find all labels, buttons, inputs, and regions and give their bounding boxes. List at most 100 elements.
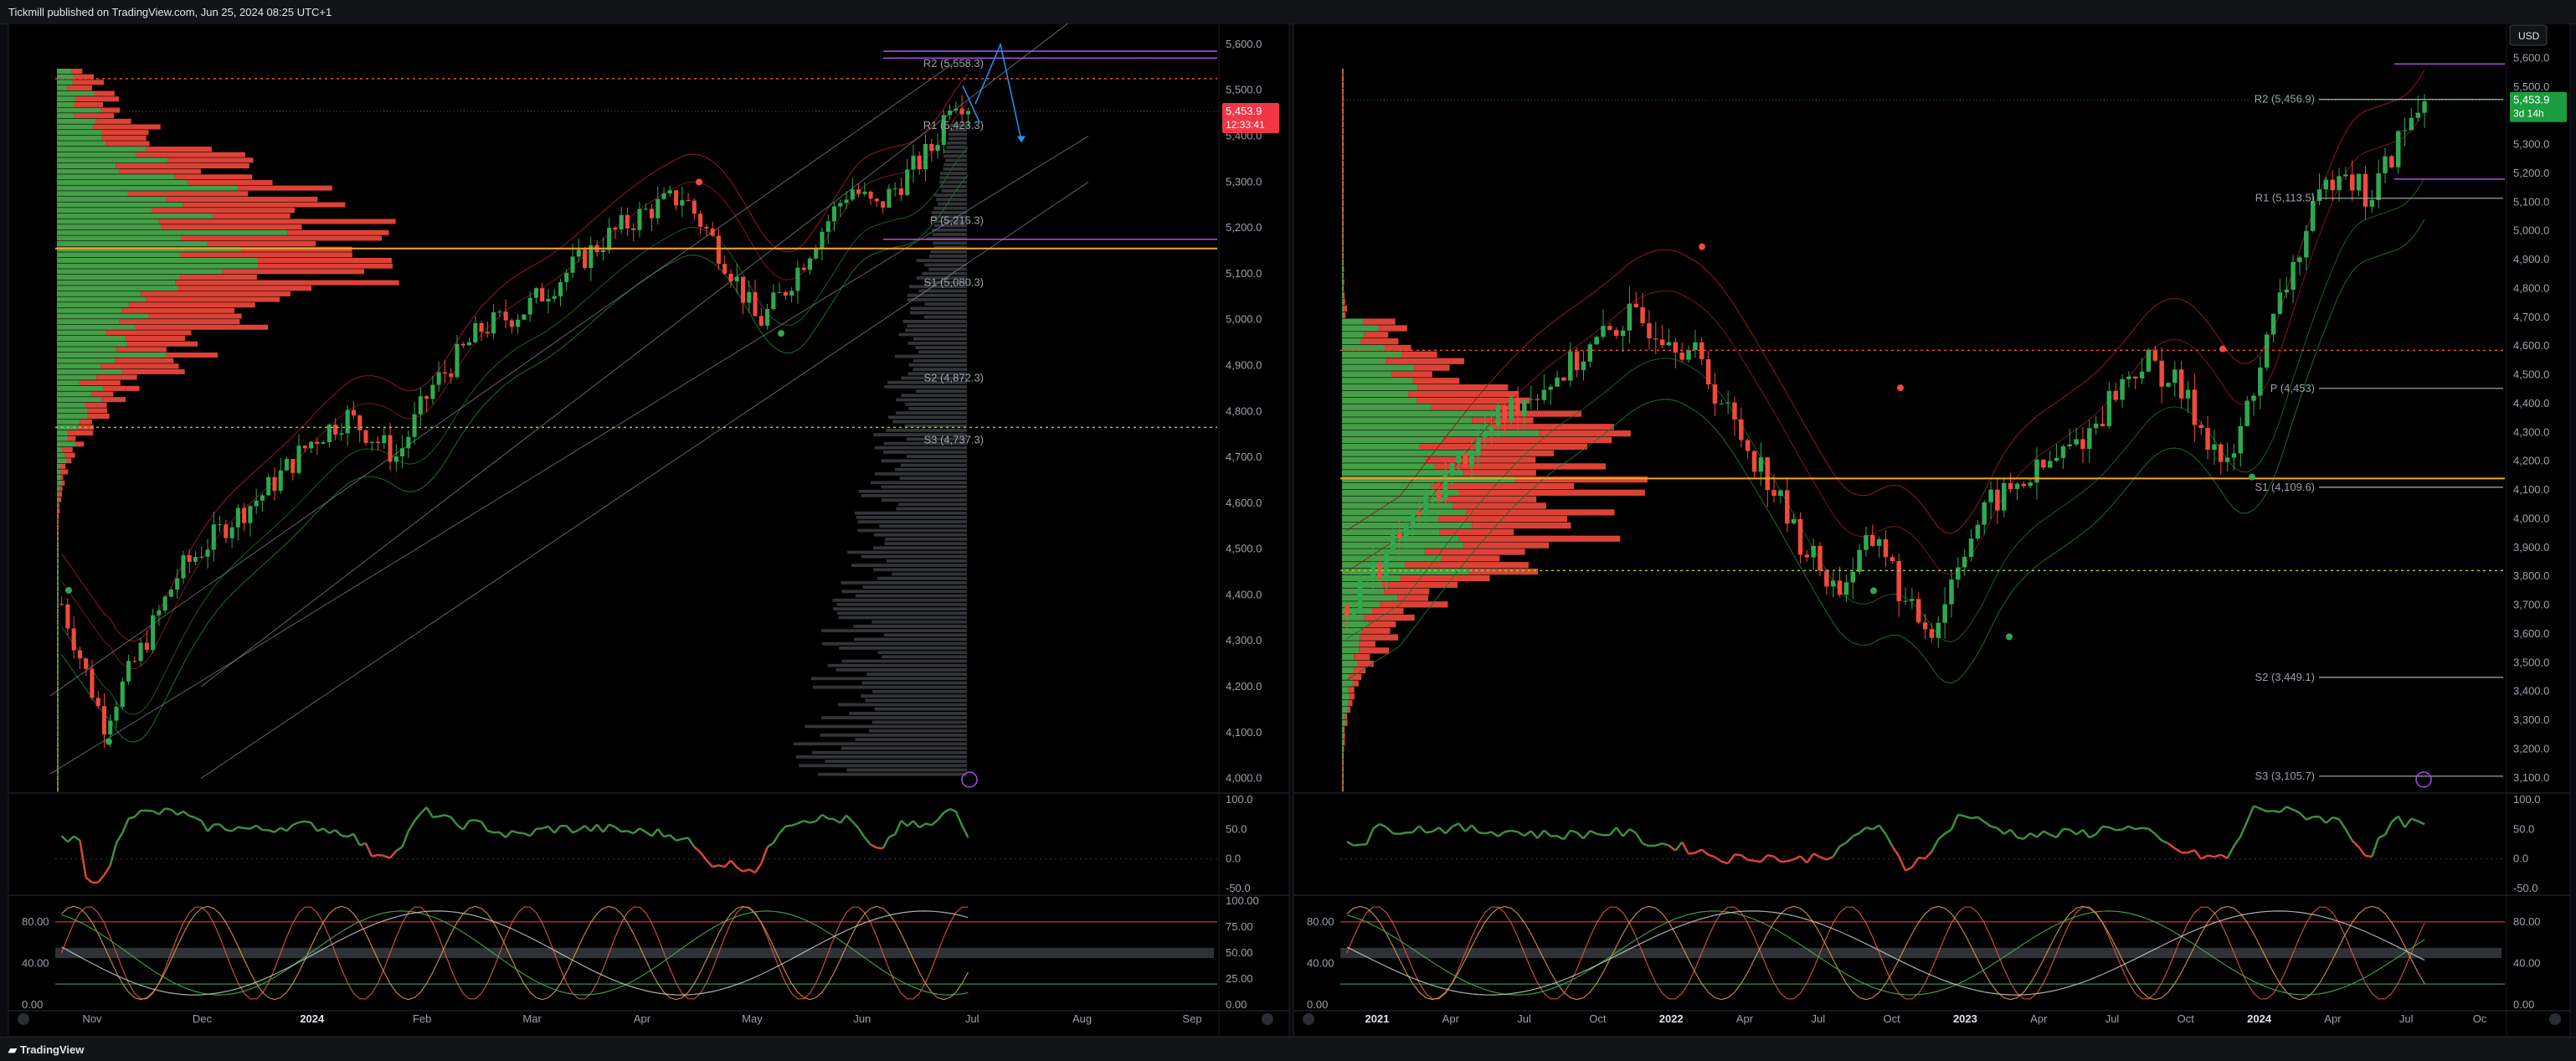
y-tick-label: 5,600.0: [1226, 38, 1262, 50]
vp-bar-bear: [1342, 141, 1343, 147]
candle-body: [1476, 437, 1480, 455]
vp-bar-bull: [57, 219, 159, 224]
candle-body: [1627, 304, 1632, 331]
vp-bar-bear: [57, 714, 58, 719]
y-tick-label: 4,400.0: [1226, 588, 1262, 600]
rsi-segment: [1781, 862, 1787, 863]
timezone-icon[interactable]: [1303, 1013, 1314, 1025]
vp-bar-bear: [1344, 292, 1345, 298]
vp-bar-bull: [1342, 595, 1397, 600]
auto-scale-icon[interactable]: [1262, 1013, 1273, 1025]
vp-bar-bear: [159, 219, 396, 224]
candle-body: [1976, 525, 1980, 538]
candle-body: [601, 250, 605, 253]
vp-bar-bear: [87, 408, 107, 413]
vp-bar-bull: [57, 375, 96, 380]
candle-body: [255, 501, 259, 506]
vp-bar-bull: [57, 403, 85, 408]
vp-bar-bear: [1342, 779, 1343, 785]
pivot-label: S3 (3,105.7): [2255, 770, 2315, 782]
session-vp-bar: [936, 198, 967, 201]
candle-body: [1771, 490, 1776, 496]
vp-bar-bear: [152, 208, 295, 213]
pivot-label: S1 (5,080.3): [923, 276, 984, 289]
candle-body: [272, 477, 276, 491]
vp-bar-bull: [1342, 424, 1490, 430]
candle-body: [72, 628, 76, 650]
vp-bar-bull: [57, 252, 181, 257]
candle-body: [1503, 406, 1507, 422]
session-vp-bar: [805, 725, 967, 729]
vp-bar-bear: [136, 152, 245, 157]
candle-body: [1437, 491, 1441, 500]
vp-bar-bull: [57, 85, 68, 90]
charts-canvas[interactable]: 5,600.05,500.05,400.05,300.05,200.05,100…: [0, 23, 2576, 1037]
chart-panel-right[interactable]: 5,600.05,500.05,400.05,300.05,200.05,100…: [1293, 23, 2570, 1037]
vp-bar-bear: [57, 720, 58, 725]
vp-bar-bull: [1342, 338, 1360, 344]
candle-body: [1469, 456, 1473, 467]
session-vp-bar: [907, 455, 967, 458]
rsi-segment: [342, 836, 347, 837]
tradingview-brand[interactable]: ▰TradingView: [8, 1043, 84, 1057]
candle-body: [1798, 519, 1802, 555]
candle-body: [735, 276, 739, 281]
vp-bar-bull: [1342, 358, 1386, 364]
session-vp-bar: [846, 769, 967, 772]
vp-bar-bear: [1342, 147, 1343, 153]
session-vp-bar: [908, 294, 967, 297]
auto-scale-icon[interactable]: [2549, 1013, 2561, 1025]
candle-body: [242, 508, 246, 523]
rsi-y-tick-label: -50.0: [1226, 882, 1251, 894]
candle-body: [2350, 174, 2354, 190]
vp-bar-bull: [57, 369, 122, 374]
session-vp-bar: [875, 708, 967, 711]
session-vp-bar: [908, 298, 967, 301]
last-price-label: 5,453.9: [1226, 105, 1262, 117]
rsi-segment: [238, 827, 244, 828]
session-vp-bar: [944, 154, 967, 157]
candle-body: [230, 528, 234, 538]
vp-bar-bull: [1342, 364, 1414, 370]
stoch-left-tick-label: 80.00: [1307, 915, 1334, 928]
candle-body: [218, 524, 222, 525]
rsi-segment: [372, 855, 378, 857]
y-tick-label: 4,900.0: [2513, 253, 2549, 265]
candle-body: [1706, 359, 1710, 384]
candle-body: [2186, 389, 2190, 398]
vp-bar-bull: [1342, 700, 1349, 706]
vp-bar-bull: [57, 296, 147, 301]
rsi-segment: [1354, 845, 1360, 846]
vp-bar-bear: [1476, 451, 1554, 456]
vp-bar-bull: [57, 492, 59, 497]
rsi-segment: [1597, 834, 1603, 836]
vp-bar-bear: [1354, 654, 1370, 660]
session-vp-bar: [913, 337, 967, 341]
vp-bar-bear: [1496, 410, 1581, 416]
candle-body: [698, 214, 702, 227]
candle-body: [1614, 330, 1618, 336]
vp-bar-bull: [1342, 325, 1379, 331]
pivot-label: S2 (4,872.3): [923, 372, 984, 384]
session-vp-bar: [822, 642, 967, 646]
candle-body: [838, 203, 842, 206]
vp-bar-bull: [57, 475, 61, 480]
vp-bar-bear: [1342, 89, 1343, 95]
candle-body: [899, 188, 903, 195]
timezone-icon[interactable]: [18, 1013, 29, 1025]
vp-bar-bear: [1344, 312, 1346, 318]
rsi-segment: [2063, 829, 2070, 830]
session-vp-bar: [873, 546, 967, 549]
candle-body: [2343, 174, 2347, 176]
candle-body: [570, 256, 574, 272]
candle-body: [771, 292, 775, 309]
vp-bar-bear: [67, 458, 72, 463]
candle-body: [789, 291, 794, 296]
stoch-y-tick-label: 25.00: [1226, 972, 1253, 985]
vp-bar-bull: [57, 325, 135, 330]
candle-body: [90, 669, 94, 698]
vp-bar-bull: [57, 481, 62, 486]
chart-panel-left[interactable]: 5,600.05,500.05,400.05,300.05,200.05,100…: [8, 23, 1289, 1037]
session-vp-bar: [942, 189, 967, 193]
vp-bar-bull: [57, 308, 122, 313]
